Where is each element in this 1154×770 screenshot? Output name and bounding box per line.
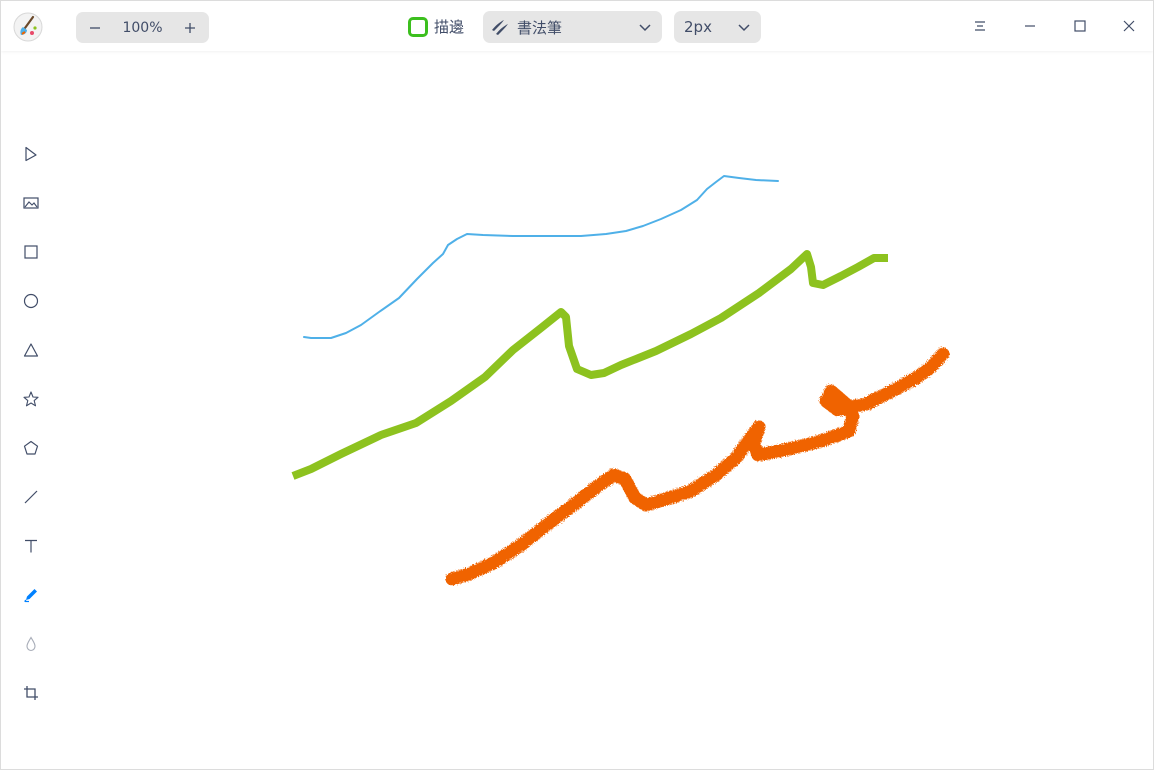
draw-app-logo-icon (13, 12, 43, 42)
close-icon (1123, 20, 1135, 32)
text-icon (25, 539, 37, 553)
maximize-icon (1074, 20, 1086, 32)
line-icon (24, 490, 38, 504)
text-tool[interactable] (19, 534, 43, 558)
stroke-color-swatch (408, 16, 428, 37)
brush-type-dropdown[interactable]: 書法筆 (483, 11, 662, 43)
line-width-dropdown[interactable]: 2px (674, 11, 761, 43)
menu-icon (975, 21, 985, 31)
minimize-button[interactable] (1018, 14, 1042, 38)
close-button[interactable] (1117, 14, 1141, 38)
crop-icon (24, 686, 38, 700)
menu-button[interactable] (968, 14, 992, 38)
triangle-icon (23, 343, 39, 357)
line-tool[interactable] (19, 485, 43, 509)
blue-stroke (303, 175, 779, 339)
ellipse-tool[interactable] (19, 289, 43, 313)
chevron-down-icon (738, 24, 750, 32)
pencil-icon (24, 589, 37, 603)
image-icon (23, 197, 39, 209)
minus-icon (90, 26, 100, 29)
zoom-out-button[interactable] (84, 17, 106, 39)
zoom-in-button[interactable] (179, 17, 201, 39)
star-icon (23, 391, 39, 407)
plus-icon (185, 22, 195, 33)
cursor-arrow-icon (25, 146, 37, 162)
line-width-value: 2px (684, 18, 712, 36)
rectangle-tool[interactable] (19, 240, 43, 264)
blur-tool[interactable] (19, 632, 43, 656)
chevron-down-icon (639, 24, 651, 32)
select-tool[interactable] (19, 142, 43, 166)
title-bar: 100% 描邊 書法筆 2px (1, 1, 1153, 51)
image-tool[interactable] (19, 191, 43, 215)
brush-type-value: 書法筆 (517, 18, 563, 37)
calligraphy-brush-icon (492, 20, 508, 35)
stroke-label: 描邊 (434, 18, 465, 36)
star-tool[interactable] (19, 387, 43, 411)
pentagon-icon (23, 440, 39, 455)
zoom-control: 100% (76, 12, 209, 43)
rectangle-icon (24, 245, 38, 259)
ellipse-icon (23, 293, 39, 309)
zoom-value: 100% (122, 19, 163, 36)
orange-stroke (445, 347, 950, 586)
maximize-button[interactable] (1068, 14, 1092, 38)
triangle-tool[interactable] (19, 338, 43, 362)
pen-tool[interactable] (19, 583, 43, 607)
minimize-icon (1025, 25, 1035, 27)
crop-tool[interactable] (19, 681, 43, 705)
tool-sidebar (1, 1, 61, 769)
droplet-icon (26, 636, 36, 652)
polygon-tool[interactable] (19, 436, 43, 460)
green-stroke (291, 250, 888, 480)
stroke-toggle[interactable]: 描邊 (408, 16, 464, 37)
